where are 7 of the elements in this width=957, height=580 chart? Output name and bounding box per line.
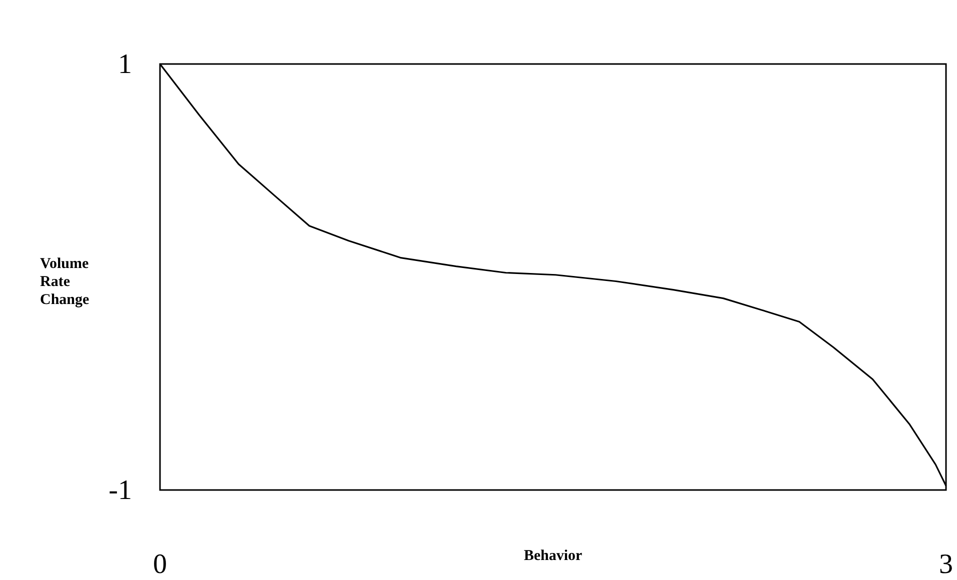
- y-tick-label: -1: [108, 474, 132, 506]
- y-tick-label: 1: [118, 48, 132, 80]
- x-tick-label: 3: [939, 548, 953, 580]
- line-series: [159, 63, 947, 487]
- y-axis-title: Volume Rate Change: [40, 256, 90, 308]
- x-axis-title: Behavior: [524, 548, 582, 564]
- x-tick-label: 0: [153, 548, 167, 580]
